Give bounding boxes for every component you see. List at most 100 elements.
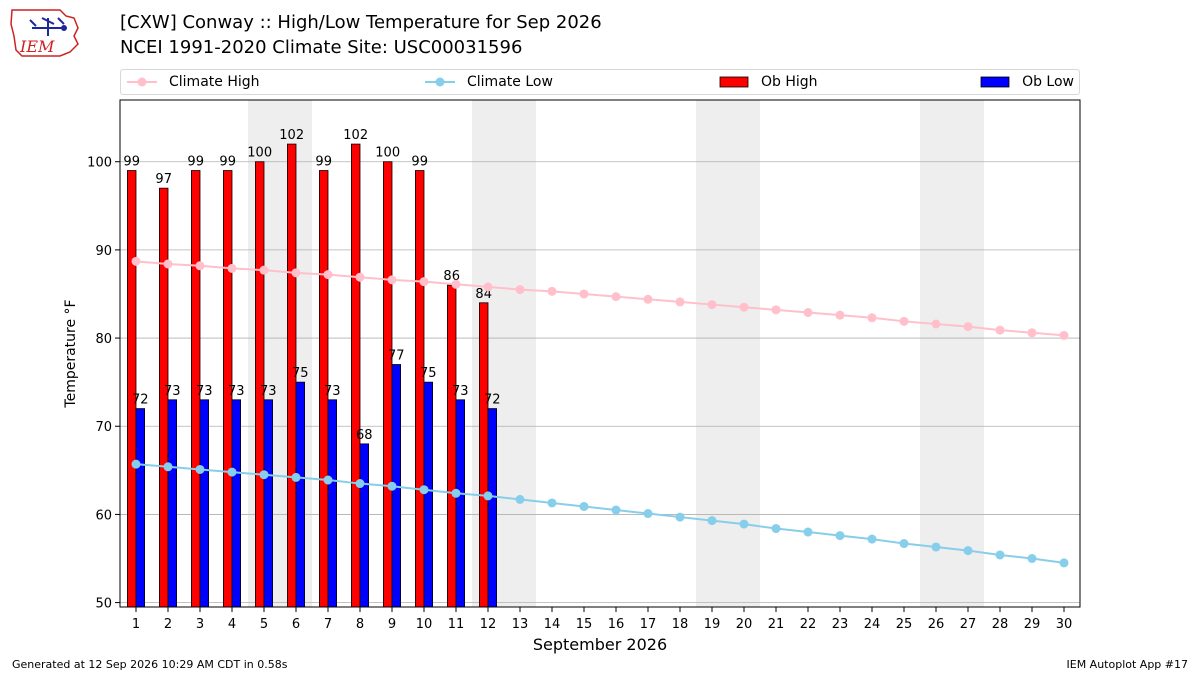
climate-low-point-day-5 [259, 470, 269, 480]
climate-low-point-day-1 [131, 459, 141, 469]
ob-high-label-day-7: 99 [315, 155, 332, 170]
climate-high-point-day-25 [899, 316, 909, 326]
x-tick-label-26: 26 [928, 617, 945, 632]
ob-high-bar-day-10 [414, 170, 425, 608]
climate-high-point-day-28 [995, 325, 1005, 335]
ob-high-label-day-2: 97 [155, 172, 172, 187]
climate-high-point-day-7 [323, 270, 333, 280]
climate-high-point-day-14 [547, 286, 557, 296]
y-tick-label-80: 80 [95, 332, 112, 347]
climate-low-point-day-12 [483, 491, 493, 501]
x-tick-label-22: 22 [800, 617, 817, 632]
ob-low-bar-day-6 [295, 381, 306, 608]
ob-low-bar-day-2 [167, 399, 178, 608]
climate-high-point-day-2 [163, 259, 173, 269]
x-tick-label-25: 25 [896, 617, 913, 632]
ob-high-bar-day-8 [350, 143, 361, 608]
ob-high-label-day-5: 100 [247, 146, 272, 161]
ob-low-label-day-4: 73 [228, 384, 245, 399]
climate-high-point-day-18 [675, 297, 685, 307]
x-tick-label-28: 28 [992, 617, 1009, 632]
x-tick-label-17: 17 [640, 617, 657, 632]
ob-low-bar-day-10 [423, 381, 434, 608]
ob-high-label-day-1: 99 [123, 155, 140, 170]
climate-low-point-day-20 [739, 519, 749, 529]
climate-high-point-day-26 [931, 319, 941, 329]
y-axis-label: Temperature °F [63, 299, 79, 408]
legend-swatch-3 [980, 76, 1010, 88]
climate-low-point-day-28 [995, 550, 1005, 560]
climate-low-point-day-14 [547, 498, 557, 508]
x-tick-label-23: 23 [832, 617, 849, 632]
x-tick-label-21: 21 [768, 617, 785, 632]
legend-item-climate-high: Climate High [127, 70, 260, 94]
ob-high-label-day-9: 100 [375, 146, 400, 161]
climate-high-point-day-12 [483, 282, 493, 292]
climate-low-point-day-30 [1059, 558, 1069, 568]
x-tick-label-30: 30 [1056, 617, 1073, 632]
ob-low-label-day-2: 73 [164, 384, 181, 399]
climate-low-point-day-23 [835, 531, 845, 541]
climate-low-point-day-17 [643, 509, 653, 519]
climate-low-point-day-19 [707, 516, 717, 526]
climate-low-point-day-26 [931, 542, 941, 552]
climate-low-point-day-3 [195, 464, 205, 474]
x-tick-label-9: 9 [388, 617, 396, 632]
x-tick-label-15: 15 [576, 617, 593, 632]
climate-low-point-day-22 [803, 527, 813, 537]
ob-low-bar-day-5 [263, 399, 274, 608]
ob-high-label-day-10: 99 [411, 155, 428, 170]
y-tick-label-50: 50 [95, 597, 112, 612]
legend-item-ob-low: Ob Low [980, 70, 1074, 94]
ob-low-bar-day-8 [359, 443, 370, 608]
x-tick-label-24: 24 [864, 617, 881, 632]
x-tick-label-18: 18 [672, 617, 689, 632]
legend-label: Climate Low [467, 74, 553, 90]
ob-low-label-day-8: 68 [356, 428, 373, 443]
x-tick-label-2: 2 [164, 617, 172, 632]
climate-low-point-day-6 [291, 472, 301, 482]
climate-low-point-day-29 [1027, 554, 1037, 564]
climate-low-line [135, 463, 1065, 564]
climate-high-point-day-17 [643, 294, 653, 304]
x-tick-label-10: 10 [416, 617, 433, 632]
chart-title: [CXW] Conway :: High/Low Temperature for… [120, 12, 602, 33]
x-tick-label-11: 11 [448, 617, 465, 632]
climate-low-point-day-18 [675, 512, 685, 522]
climate-high-line [135, 260, 1065, 337]
climate-low-point-day-25 [899, 539, 909, 549]
y-tick-label-70: 70 [95, 420, 112, 435]
x-tick-label-19: 19 [704, 617, 721, 632]
x-tick-label-20: 20 [736, 617, 753, 632]
climate-high-point-day-19 [707, 300, 717, 310]
climate-high-point-day-11 [451, 279, 461, 289]
climate-high-point-day-30 [1059, 330, 1069, 340]
climate-high-point-day-27 [963, 322, 973, 332]
ob-low-bar-day-4 [231, 399, 242, 608]
y-tick-label-100: 100 [87, 156, 112, 171]
legend-item-ob-high: Ob High [719, 70, 818, 94]
ob-high-label-day-4: 99 [219, 155, 236, 170]
chart-subtitle: NCEI 1991-2020 Climate Site: USC00031596 [120, 37, 523, 58]
climate-low-point-day-21 [771, 524, 781, 534]
ob-low-label-day-7: 73 [324, 384, 341, 399]
climate-high-point-day-5 [259, 265, 269, 275]
ob-high-label-day-6: 102 [279, 128, 304, 143]
climate-low-point-day-4 [227, 467, 237, 477]
ob-low-label-day-10: 75 [420, 366, 437, 381]
climate-low-point-day-24 [867, 534, 877, 544]
ob-high-bar-day-11 [446, 284, 457, 608]
ob-low-bar-day-11 [455, 399, 466, 608]
ob-high-label-day-3: 99 [187, 155, 204, 170]
climate-high-point-day-10 [419, 277, 429, 287]
climate-low-point-day-13 [515, 494, 525, 504]
ob-low-label-day-12: 72 [484, 393, 501, 408]
x-tick-label-12: 12 [480, 617, 497, 632]
climate-low-point-day-2 [163, 462, 173, 472]
legend-label: Climate High [169, 74, 260, 90]
legend-item-climate-low: Climate Low [425, 70, 553, 94]
climate-high-point-day-16 [611, 292, 621, 302]
climate-low-point-day-8 [355, 479, 365, 489]
climate-low-point-day-16 [611, 505, 621, 515]
